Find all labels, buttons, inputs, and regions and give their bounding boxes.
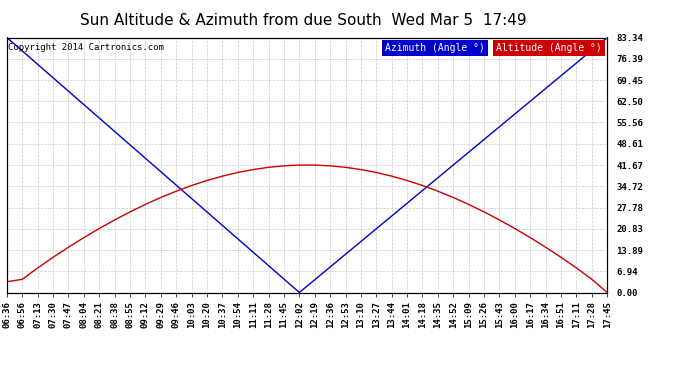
Text: Sun Altitude & Azimuth from due South  Wed Mar 5  17:49: Sun Altitude & Azimuth from due South We…	[80, 13, 527, 28]
Text: Azimuth (Angle °): Azimuth (Angle °)	[385, 43, 485, 52]
Text: Copyright 2014 Cartronics.com: Copyright 2014 Cartronics.com	[8, 43, 164, 52]
Text: Altitude (Angle °): Altitude (Angle °)	[496, 43, 602, 52]
